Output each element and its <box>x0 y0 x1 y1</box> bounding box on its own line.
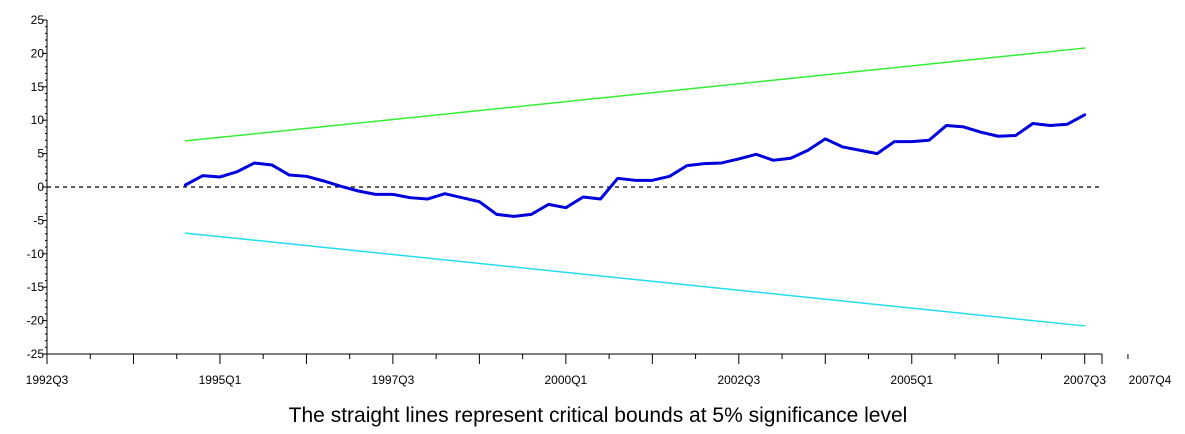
x-tick-label: 2000Q1 <box>545 373 588 387</box>
y-tick-label: -10 <box>27 247 45 261</box>
cusum-line <box>183 113 1087 218</box>
y-tick-label: 20 <box>31 46 45 60</box>
series-group <box>183 47 1087 327</box>
x-tick-label: 2005Q1 <box>890 373 933 387</box>
axes <box>42 19 1129 364</box>
tick-labels: 25 20 15 10 5 0 -5 -10 -15 -20 -25 1992Q3 1995Q1 1997… <box>26 13 1172 387</box>
y-tick-label: 0 <box>37 180 44 194</box>
y-tick-label: 25 <box>31 13 45 27</box>
y-tick-label: -25 <box>27 347 45 361</box>
x-tick-label: 1995Q1 <box>199 373 242 387</box>
x-tick-label: 2002Q3 <box>717 373 760 387</box>
x-tick-label: 2007Q3 <box>1063 373 1106 387</box>
x-tick-label: 2007Q4 <box>1129 373 1172 387</box>
x-tick-label: 1997Q3 <box>372 373 415 387</box>
upper-bound-line <box>184 47 1086 142</box>
chart-caption: The straight lines represent critical bo… <box>289 404 908 427</box>
y-tick-label: -15 <box>27 280 45 294</box>
y-tick-label: 15 <box>31 80 45 94</box>
lower-bound-line <box>184 232 1086 327</box>
y-tick-label: 10 <box>31 113 45 127</box>
y-tick-label: -5 <box>33 213 44 227</box>
y-tick-label: -20 <box>27 314 45 328</box>
x-tick-label: 1992Q3 <box>26 373 69 387</box>
y-tick-label: 5 <box>37 147 44 161</box>
